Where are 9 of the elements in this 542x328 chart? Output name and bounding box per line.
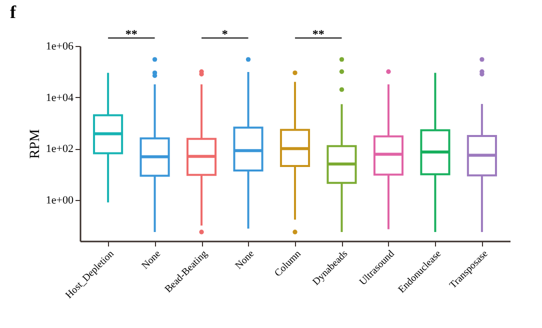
y-tick-label: 1e+06 [46, 40, 74, 52]
y-tick-label: 1e+00 [46, 194, 74, 206]
y-tick-label: 1e+02 [46, 143, 74, 156]
text: ** [312, 27, 324, 41]
text: ** [125, 27, 138, 41]
y-tick-label: 1e+04 [46, 92, 74, 104]
chart-title: f [10, 2, 17, 22]
text: * [222, 27, 228, 41]
y-axis-title: RPM [28, 128, 43, 159]
